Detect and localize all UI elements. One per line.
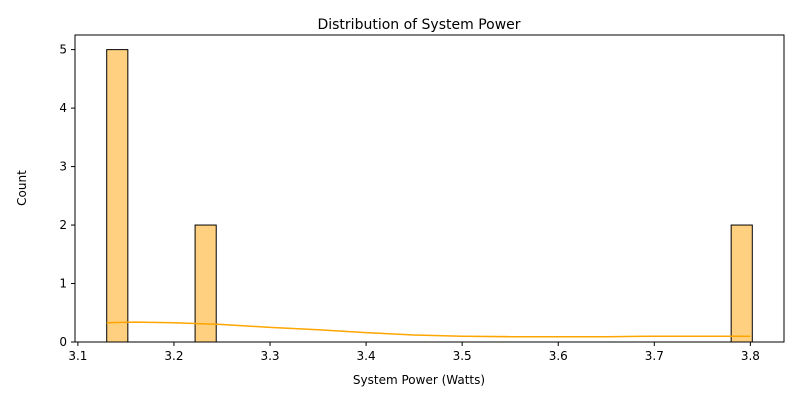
y-axis-label: Count <box>15 170 29 206</box>
x-tick-label: 3.6 <box>549 349 568 363</box>
x-tick-label: 3.5 <box>453 349 472 363</box>
histogram-bar <box>106 49 129 343</box>
x-tick-label: 3.8 <box>741 349 760 363</box>
y-tick-label: 2 <box>59 218 67 232</box>
histogram-bars <box>106 49 753 343</box>
y-tick-label: 1 <box>59 277 67 291</box>
chart-title: Distribution of System Power <box>317 17 520 33</box>
y-tick-label: 5 <box>59 43 67 57</box>
x-tick-label: 3.2 <box>164 349 183 363</box>
y-tick-label: 4 <box>59 101 67 115</box>
y-tick-label: 3 <box>59 160 67 174</box>
x-tick-label: 3.4 <box>357 349 376 363</box>
x-tick-label: 3.7 <box>645 349 664 363</box>
x-tick-label: 3.3 <box>260 349 279 363</box>
y-axis-ticks: 0 1 2 3 4 5 <box>59 43 75 349</box>
histogram-bar <box>730 224 753 343</box>
x-axis-ticks: 3.1 3.2 3.3 3.4 3.5 3.6 3.7 3.8 <box>68 342 760 363</box>
x-tick-label: 3.1 <box>68 349 87 363</box>
y-tick-label: 0 <box>59 335 67 349</box>
kde-curve <box>106 321 751 338</box>
x-axis-label: System Power (Watts) <box>353 373 485 387</box>
plot-frame <box>74 34 785 343</box>
